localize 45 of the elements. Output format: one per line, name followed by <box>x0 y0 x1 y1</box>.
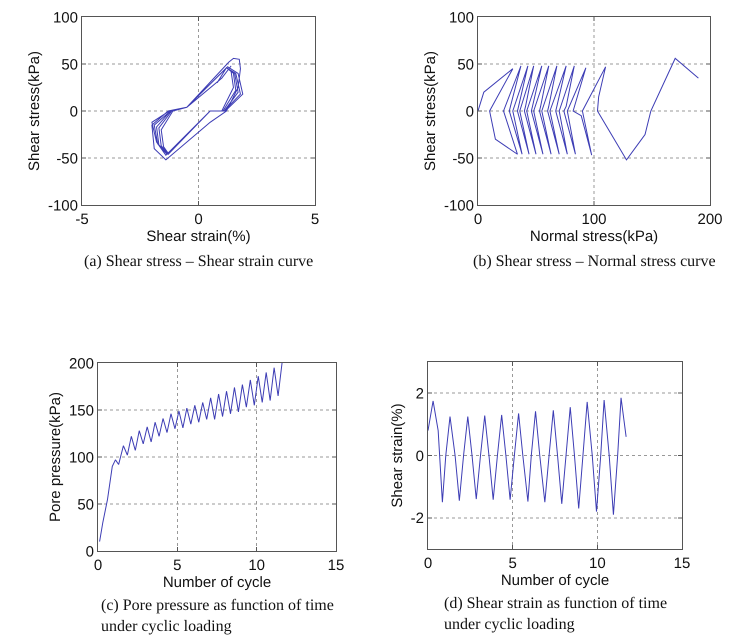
y-tick-label: 50 <box>457 56 474 74</box>
y-tick-label: 2 <box>416 385 424 402</box>
y-tick-label: 0 <box>70 103 78 120</box>
text: (c) Pore pressure as function of time under cyclic loading <box>101 597 334 635</box>
x-axis-title: Shear strain(%) <box>146 228 251 245</box>
x-tick-label: 100 <box>581 211 607 228</box>
line-series <box>151 58 244 160</box>
y-tick-label: 50 <box>77 496 94 514</box>
y-tick-label: 50 <box>61 56 78 74</box>
y-axis-title: Shear stress(kPa) <box>422 50 440 172</box>
y-tick-label: 100 <box>448 9 474 26</box>
x-axis-title: Number of cycle <box>162 574 272 591</box>
y-tick-label: 100 <box>68 449 94 466</box>
x-tick-label: 10 <box>588 555 606 572</box>
x-axis-title: Normal stress(kPa) <box>530 228 658 245</box>
line-series <box>428 397 627 516</box>
y-tick-label: -50 <box>56 150 78 168</box>
y-tick-label: -2 <box>410 510 424 528</box>
x-tick-label: 0 <box>194 211 203 228</box>
y-tick-label: 0 <box>86 543 94 560</box>
x-tick-label: 200 <box>697 211 723 228</box>
line-series <box>99 363 283 542</box>
y-tick-label: 150 <box>68 402 94 420</box>
x-tick-label: 5 <box>508 555 517 572</box>
line-series <box>478 58 699 160</box>
y-tick-label: 100 <box>52 9 78 26</box>
x-tick-label: -5 <box>75 211 89 228</box>
x-tick-label: 5 <box>310 211 320 228</box>
y-axis-title: Shear stress(kPa) <box>26 50 44 172</box>
y-axis-title: Pore pressure(kPa) <box>47 392 64 522</box>
y-tick-label: 200 <box>68 355 94 372</box>
y-tick-label: -50 <box>452 150 474 168</box>
text: (b) Shear stress – Normal stress curve <box>473 253 716 270</box>
x-tick-label: 15 <box>674 555 690 572</box>
y-tick-label: 0 <box>466 103 474 120</box>
y-tick-label: -100 <box>48 197 78 214</box>
x-tick-label: 5 <box>173 557 182 574</box>
x-tick-label: 15 <box>328 557 344 574</box>
y-tick-label: 0 <box>416 448 424 465</box>
y-axis-title: Shear strain(%) <box>388 403 406 508</box>
y-tick-label: -100 <box>444 197 474 214</box>
x-axis-title: Number of cycle <box>500 572 610 589</box>
x-tick-label: 10 <box>248 557 266 574</box>
text: (a) Shear stress – Shear strain curve <box>84 253 314 270</box>
text: (d) Shear strain as function of time under cyclic loading <box>444 595 668 633</box>
